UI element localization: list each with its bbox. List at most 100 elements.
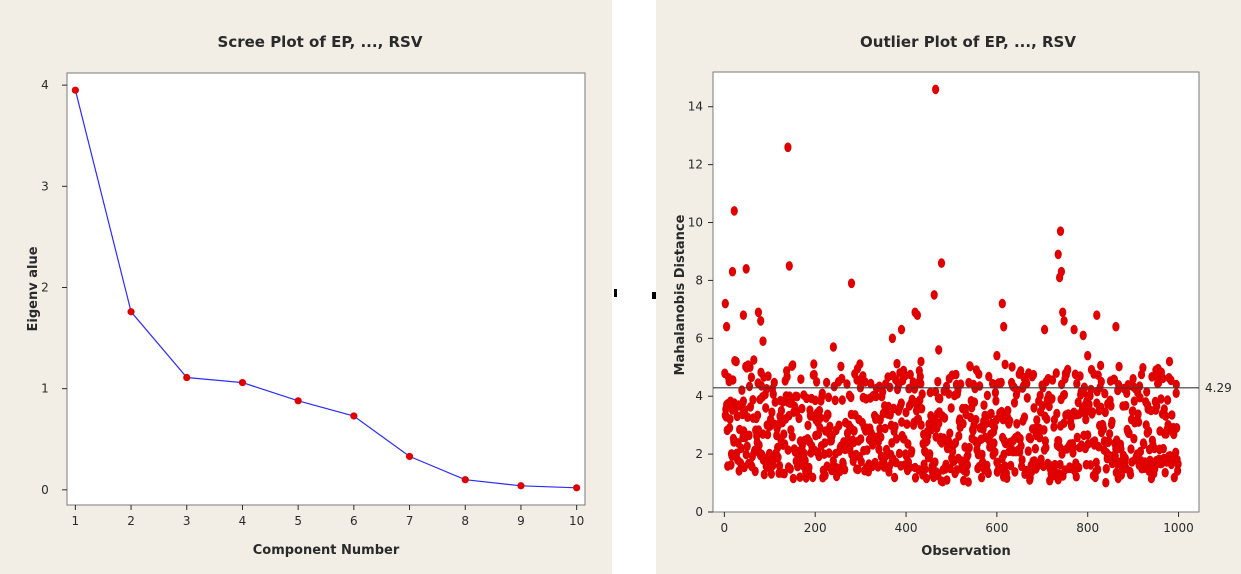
- outlier-point: [1023, 393, 1031, 403]
- outlier-point: [1036, 390, 1044, 401]
- outlier-point: [1130, 396, 1138, 407]
- outlier-x-tick-label: 800: [1076, 521, 1099, 535]
- outlier-point: [1079, 330, 1087, 341]
- outlier-point: [742, 264, 750, 274]
- outlier-point: [775, 461, 784, 471]
- scree-y-tick-label: 4: [41, 78, 49, 92]
- outlier-point: [764, 429, 772, 440]
- outlier-point: [1004, 405, 1012, 416]
- outlier-point: [895, 448, 903, 459]
- outlier-point: [917, 420, 925, 430]
- outlier-plot-panel: Outlier Plot of EP, ..., RSV 4.29 0 200 40…: [656, 0, 1241, 574]
- outlier-point: [1050, 422, 1058, 432]
- outlier-point: [1112, 321, 1120, 332]
- outlier-point: [1153, 401, 1161, 411]
- outlier-point: [983, 390, 991, 401]
- outlier-point: [1073, 378, 1081, 389]
- scree-point: [350, 412, 358, 420]
- outlier-point: [863, 445, 871, 455]
- outlier-point: [754, 307, 762, 318]
- outlier-point: [843, 379, 851, 389]
- outlier-point: [747, 372, 755, 383]
- outlier-point: [913, 310, 921, 321]
- outlier-point: [1108, 416, 1116, 427]
- outlier-point: [739, 396, 747, 407]
- outlier-point: [805, 462, 813, 473]
- outlier-point: [1017, 366, 1025, 376]
- outlier-point: [1134, 409, 1142, 420]
- outlier-point: [962, 467, 970, 477]
- outlier-point: [1136, 392, 1144, 403]
- outlier-point: [908, 446, 916, 456]
- outlier-point: [990, 438, 998, 448]
- outlier-point: [1003, 473, 1011, 484]
- outlier-point: [769, 389, 777, 400]
- outlier-point: [1033, 415, 1041, 425]
- outlier-point: [935, 418, 943, 429]
- scree-point: [294, 397, 302, 405]
- outlier-point: [1075, 462, 1083, 473]
- outlier-point: [1043, 414, 1051, 424]
- outlier-point: [744, 412, 752, 423]
- outlier-point: [1097, 376, 1105, 387]
- outlier-point: [990, 422, 999, 433]
- outlier-point: [930, 290, 938, 300]
- outlier-point: [727, 460, 735, 470]
- outlier-y-axis: 0 2 4 6 8 10 12 14: [688, 100, 713, 519]
- outlier-point: [811, 395, 819, 406]
- outlier-point: [904, 439, 912, 449]
- outlier-point: [982, 418, 990, 429]
- outlier-point: [1172, 447, 1180, 458]
- scree-y-tick-label: 2: [41, 280, 49, 294]
- outlier-x-tick-label: 200: [804, 521, 827, 535]
- outlier-point: [1030, 403, 1038, 413]
- scree-x-tick-label: 2: [127, 514, 135, 528]
- outlier-point: [1102, 477, 1110, 488]
- outlier-point: [952, 369, 960, 380]
- outlier-point: [739, 310, 747, 321]
- outlier-point: [1085, 399, 1093, 410]
- outlier-point: [1121, 453, 1129, 464]
- outlier-point: [1097, 360, 1105, 371]
- divider-mark: [652, 292, 656, 299]
- scree-x-axis: 1 2 3 4 5 6 7 8 9 10: [72, 505, 584, 528]
- outlier-point: [1041, 324, 1049, 335]
- outlier-point: [1017, 441, 1025, 451]
- outlier-point: [891, 472, 899, 483]
- outlier-point: [1123, 388, 1131, 399]
- scree-y-tick-label: 0: [41, 483, 49, 497]
- outlier-point: [1056, 459, 1064, 470]
- outlier-point: [1102, 464, 1110, 474]
- outlier-point: [1165, 356, 1174, 367]
- outlier-point: [850, 426, 858, 436]
- outlier-point: [978, 472, 986, 483]
- scree-y-tick-label: 3: [41, 179, 49, 193]
- outlier-point: [1013, 419, 1021, 429]
- outlier-point: [867, 378, 875, 389]
- outlier-point: [963, 460, 971, 470]
- outlier-point: [1008, 362, 1016, 372]
- outlier-point: [1027, 433, 1035, 444]
- outlier-point: [989, 378, 997, 389]
- outlier-point: [1045, 401, 1053, 412]
- outlier-point: [991, 387, 999, 398]
- outlier-point: [1125, 428, 1133, 439]
- outlier-point: [838, 373, 846, 384]
- outlier-point: [906, 462, 914, 473]
- outlier-point: [1159, 373, 1167, 384]
- outlier-y-tick-label: 10: [688, 216, 703, 230]
- outlier-point: [1084, 430, 1092, 440]
- outlier-point: [1173, 423, 1181, 433]
- outlier-point: [876, 424, 884, 434]
- outlier-point: [755, 440, 763, 451]
- outlier-point: [821, 470, 829, 481]
- outlier-point: [978, 449, 986, 460]
- outlier-point: [816, 413, 824, 423]
- outlier-point: [1106, 429, 1114, 439]
- outlier-x-tick-label: 1000: [1163, 521, 1194, 535]
- outlier-point: [897, 324, 906, 335]
- outlier-point: [891, 421, 899, 432]
- outlier-point: [992, 396, 1000, 406]
- outlier-point: [972, 414, 980, 425]
- outlier-point: [835, 420, 843, 431]
